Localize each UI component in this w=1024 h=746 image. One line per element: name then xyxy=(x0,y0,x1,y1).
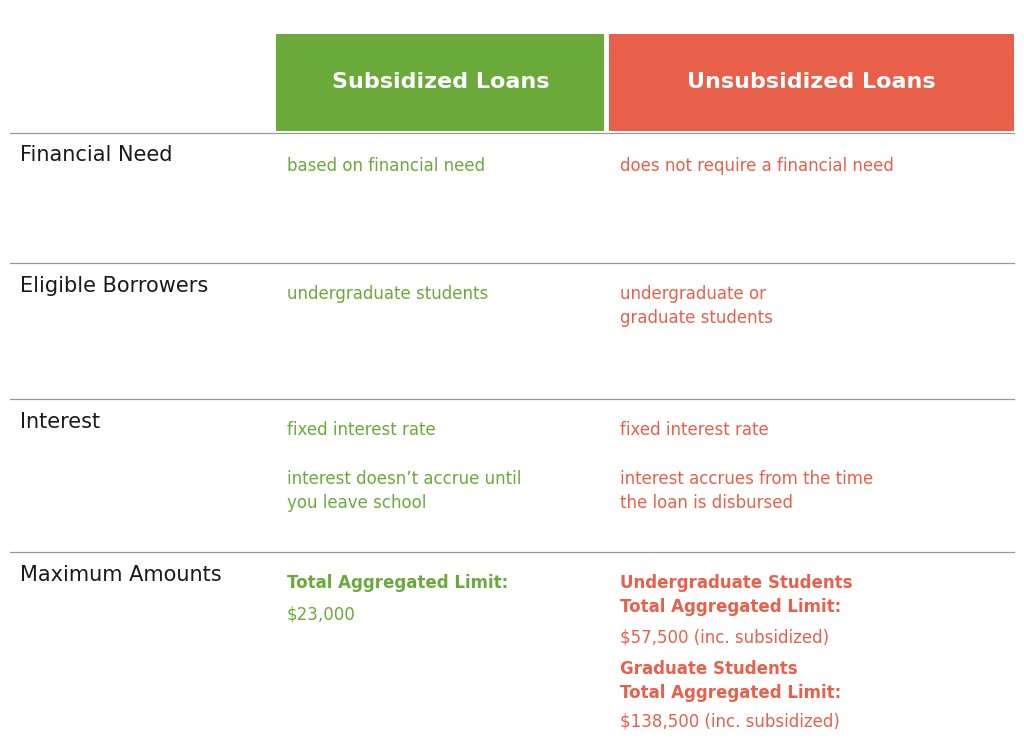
Text: Financial Need: Financial Need xyxy=(20,145,173,166)
Text: fixed interest rate: fixed interest rate xyxy=(620,421,768,439)
Text: $57,500 (inc. subsidized): $57,500 (inc. subsidized) xyxy=(620,628,828,646)
Text: Maximum Amounts: Maximum Amounts xyxy=(20,565,222,585)
Text: undergraduate or
graduate students: undergraduate or graduate students xyxy=(620,285,772,327)
Text: Unsubsidized Loans: Unsubsidized Loans xyxy=(687,72,936,92)
Text: Total Aggregated Limit:: Total Aggregated Limit: xyxy=(287,574,508,592)
Text: based on financial need: based on financial need xyxy=(287,157,484,175)
Text: does not require a financial need: does not require a financial need xyxy=(620,157,893,175)
Text: $23,000: $23,000 xyxy=(287,606,355,624)
Text: interest doesn’t accrue until
you leave school: interest doesn’t accrue until you leave … xyxy=(287,470,521,512)
Text: $138,500 (inc. subsidized): $138,500 (inc. subsidized) xyxy=(620,712,840,730)
Text: Eligible Borrowers: Eligible Borrowers xyxy=(20,276,209,296)
Text: fixed interest rate: fixed interest rate xyxy=(287,421,435,439)
Text: Subsidized Loans: Subsidized Loans xyxy=(332,72,549,92)
Bar xyxy=(609,34,1014,131)
Text: Interest: Interest xyxy=(20,412,100,432)
Text: Undergraduate Students
Total Aggregated Limit:: Undergraduate Students Total Aggregated … xyxy=(620,574,852,616)
Text: undergraduate students: undergraduate students xyxy=(287,285,488,303)
Text: Graduate Students
Total Aggregated Limit:: Graduate Students Total Aggregated Limit… xyxy=(620,660,841,702)
Text: interest accrues from the time
the loan is disbursed: interest accrues from the time the loan … xyxy=(620,470,872,512)
Bar xyxy=(276,34,604,131)
